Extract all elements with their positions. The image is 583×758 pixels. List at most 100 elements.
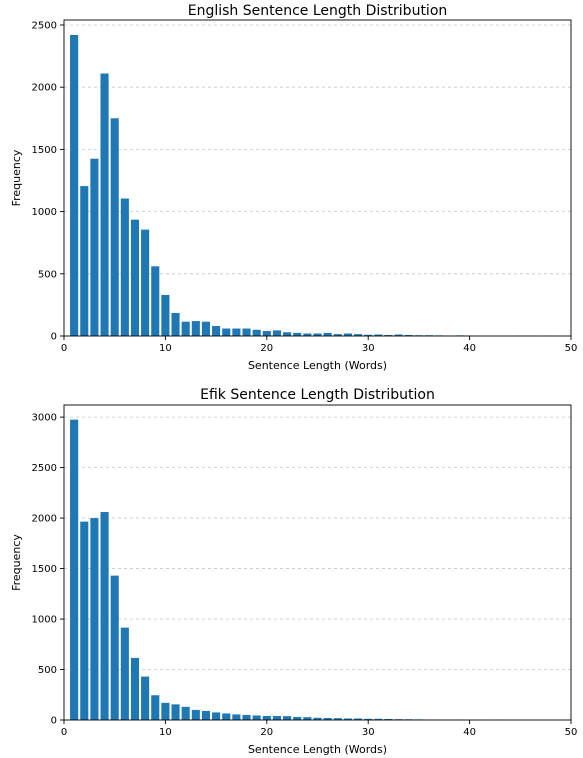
y-tick-label: 2000 xyxy=(32,83,57,94)
bar xyxy=(404,335,413,336)
bar xyxy=(374,334,383,336)
bar xyxy=(354,718,363,720)
bar xyxy=(293,716,302,720)
bar xyxy=(293,332,302,336)
bar xyxy=(364,718,373,720)
bar xyxy=(232,714,241,720)
bar xyxy=(212,712,221,720)
bar xyxy=(323,717,332,720)
bar xyxy=(130,657,140,720)
bar xyxy=(181,706,190,720)
y-tick-label: 2500 xyxy=(32,20,57,31)
bar xyxy=(283,716,292,720)
bar xyxy=(110,118,119,336)
x-tick-label: 50 xyxy=(565,727,578,738)
bar xyxy=(333,334,342,336)
bar xyxy=(191,321,200,336)
y-axis-label: Frequency xyxy=(10,149,23,206)
bar xyxy=(110,575,119,720)
y-tick-label: 1500 xyxy=(32,564,57,575)
chart-title: Efik Sentence Length Distribution xyxy=(200,387,435,403)
bar xyxy=(141,676,150,720)
bar xyxy=(201,321,211,336)
bar xyxy=(262,715,271,720)
bar xyxy=(212,326,221,336)
bar xyxy=(161,294,170,336)
bar xyxy=(100,73,109,336)
bar xyxy=(252,715,261,720)
bar xyxy=(222,713,231,720)
bar xyxy=(171,704,180,720)
x-tick-label: 20 xyxy=(260,727,273,738)
bar xyxy=(384,718,393,720)
chart-title: English Sentence Length Distribution xyxy=(188,3,448,19)
y-tick-label: 2500 xyxy=(32,463,57,474)
x-tick-label: 10 xyxy=(159,343,172,354)
bar xyxy=(303,717,312,720)
efik-chart: 0 10 20 30 40 50050010001500200025003000Efik … xyxy=(10,387,577,756)
bar xyxy=(262,331,271,336)
bar xyxy=(364,334,373,336)
x-axis-label: Sentence Length (Words) xyxy=(248,359,387,372)
y-tick-label: 0 xyxy=(51,716,57,727)
bar xyxy=(70,34,79,336)
bar xyxy=(323,332,332,336)
y-tick-label: 0 xyxy=(51,332,57,343)
bar xyxy=(120,627,129,720)
bar xyxy=(343,333,352,336)
plot-frame xyxy=(63,19,572,337)
y-tick-label: 500 xyxy=(38,269,57,280)
bar xyxy=(242,714,251,720)
bar xyxy=(354,334,363,336)
bar xyxy=(70,419,79,720)
bar xyxy=(374,718,383,720)
bar xyxy=(384,335,393,336)
bar xyxy=(333,718,342,720)
bar xyxy=(161,702,170,720)
bar xyxy=(313,717,322,720)
x-tick-label: 20 xyxy=(260,343,273,354)
bar xyxy=(252,329,261,336)
bar xyxy=(242,328,251,336)
bar xyxy=(394,334,403,336)
bar xyxy=(130,219,140,336)
y-tick-label: 1000 xyxy=(32,207,57,218)
bar xyxy=(90,518,99,720)
bar xyxy=(313,333,322,336)
bar xyxy=(272,330,281,336)
bar xyxy=(80,186,89,336)
x-tick-label: 30 xyxy=(362,727,375,738)
x-tick-label: 0 xyxy=(61,343,67,354)
y-tick-label: 3000 xyxy=(32,413,57,424)
x-tick-label: 30 xyxy=(362,343,375,354)
x-axis-label: Sentence Length (Words) xyxy=(248,743,387,756)
bar xyxy=(151,266,160,336)
x-tick-label: 40 xyxy=(463,343,476,354)
bar xyxy=(343,718,352,720)
bar xyxy=(283,332,292,336)
x-tick-label: 50 xyxy=(565,343,578,354)
y-tick-label: 1500 xyxy=(32,145,57,156)
plot-frame xyxy=(63,404,572,721)
bar xyxy=(201,710,211,720)
x-tick-label: 0 xyxy=(61,727,67,738)
y-tick-label: 500 xyxy=(38,665,57,676)
y-axis-label: Frequency xyxy=(10,534,23,591)
bar xyxy=(151,695,160,720)
bar xyxy=(120,198,129,336)
bar xyxy=(80,521,89,720)
y-tick-label: 1000 xyxy=(32,615,57,626)
x-tick-label: 10 xyxy=(159,727,172,738)
bar xyxy=(141,229,150,336)
bar xyxy=(272,715,281,720)
y-tick-label: 2000 xyxy=(32,514,57,525)
bar xyxy=(181,321,190,336)
bar xyxy=(303,333,312,336)
bar xyxy=(222,328,231,336)
bar xyxy=(90,158,99,336)
bar xyxy=(191,709,200,720)
bar xyxy=(232,328,241,336)
bar xyxy=(171,312,180,336)
